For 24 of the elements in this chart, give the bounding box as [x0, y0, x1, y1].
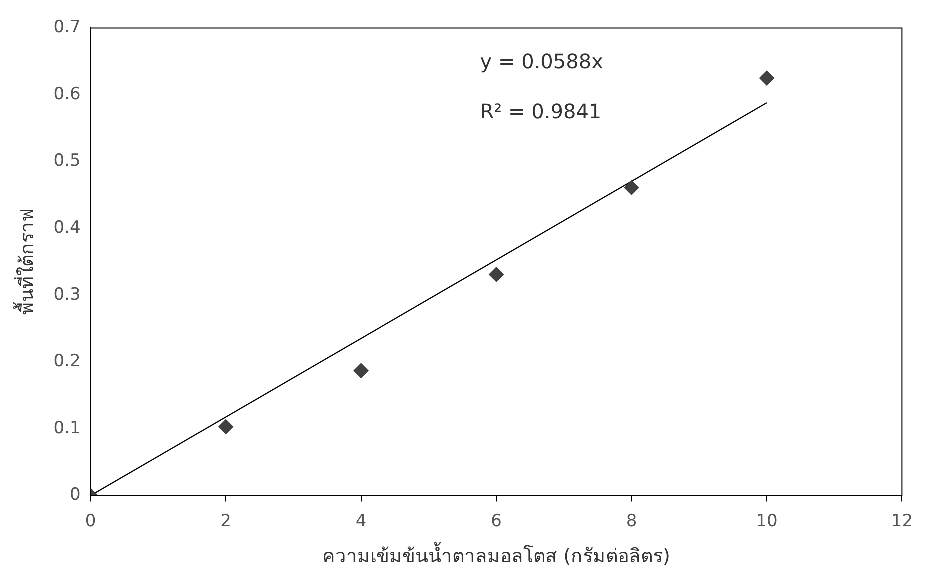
x-tick-label: 12 — [891, 511, 914, 532]
x-tick-label: 0 — [85, 511, 96, 532]
y-tick-label: 0 — [70, 485, 81, 506]
point — [624, 180, 640, 196]
x-tick-label: 10 — [756, 511, 778, 532]
x-tick-label: 4 — [356, 511, 367, 532]
annotation: y = 0.0588x — [480, 49, 604, 74]
point — [354, 363, 369, 378]
point — [759, 70, 774, 86]
point — [218, 419, 234, 434]
x-tick-label: 2 — [220, 511, 232, 532]
y-tick-label: 0.6 — [54, 84, 81, 104]
y-tick-label: 0.3 — [54, 284, 81, 305]
y-tick-label: 0.7 — [54, 18, 81, 38]
y-tick-label: 0.1 — [54, 418, 81, 438]
y-axis-title: พื้นที่ใต้กราฟ — [13, 209, 38, 315]
point — [489, 267, 504, 282]
x-tick-label: 6 — [491, 511, 502, 532]
annotation: R² = 0.9841 — [480, 99, 602, 124]
y-tick-label: 0.4 — [54, 218, 81, 238]
x-tick-label: 8 — [626, 511, 638, 532]
x-axis-title: ความเข้มข้นน้ำตาลมอลโตส (กรัมต่อลิตร) — [322, 542, 670, 568]
y-tick-label: 0.2 — [54, 352, 81, 372]
y-tick-label: 0.5 — [54, 151, 81, 172]
